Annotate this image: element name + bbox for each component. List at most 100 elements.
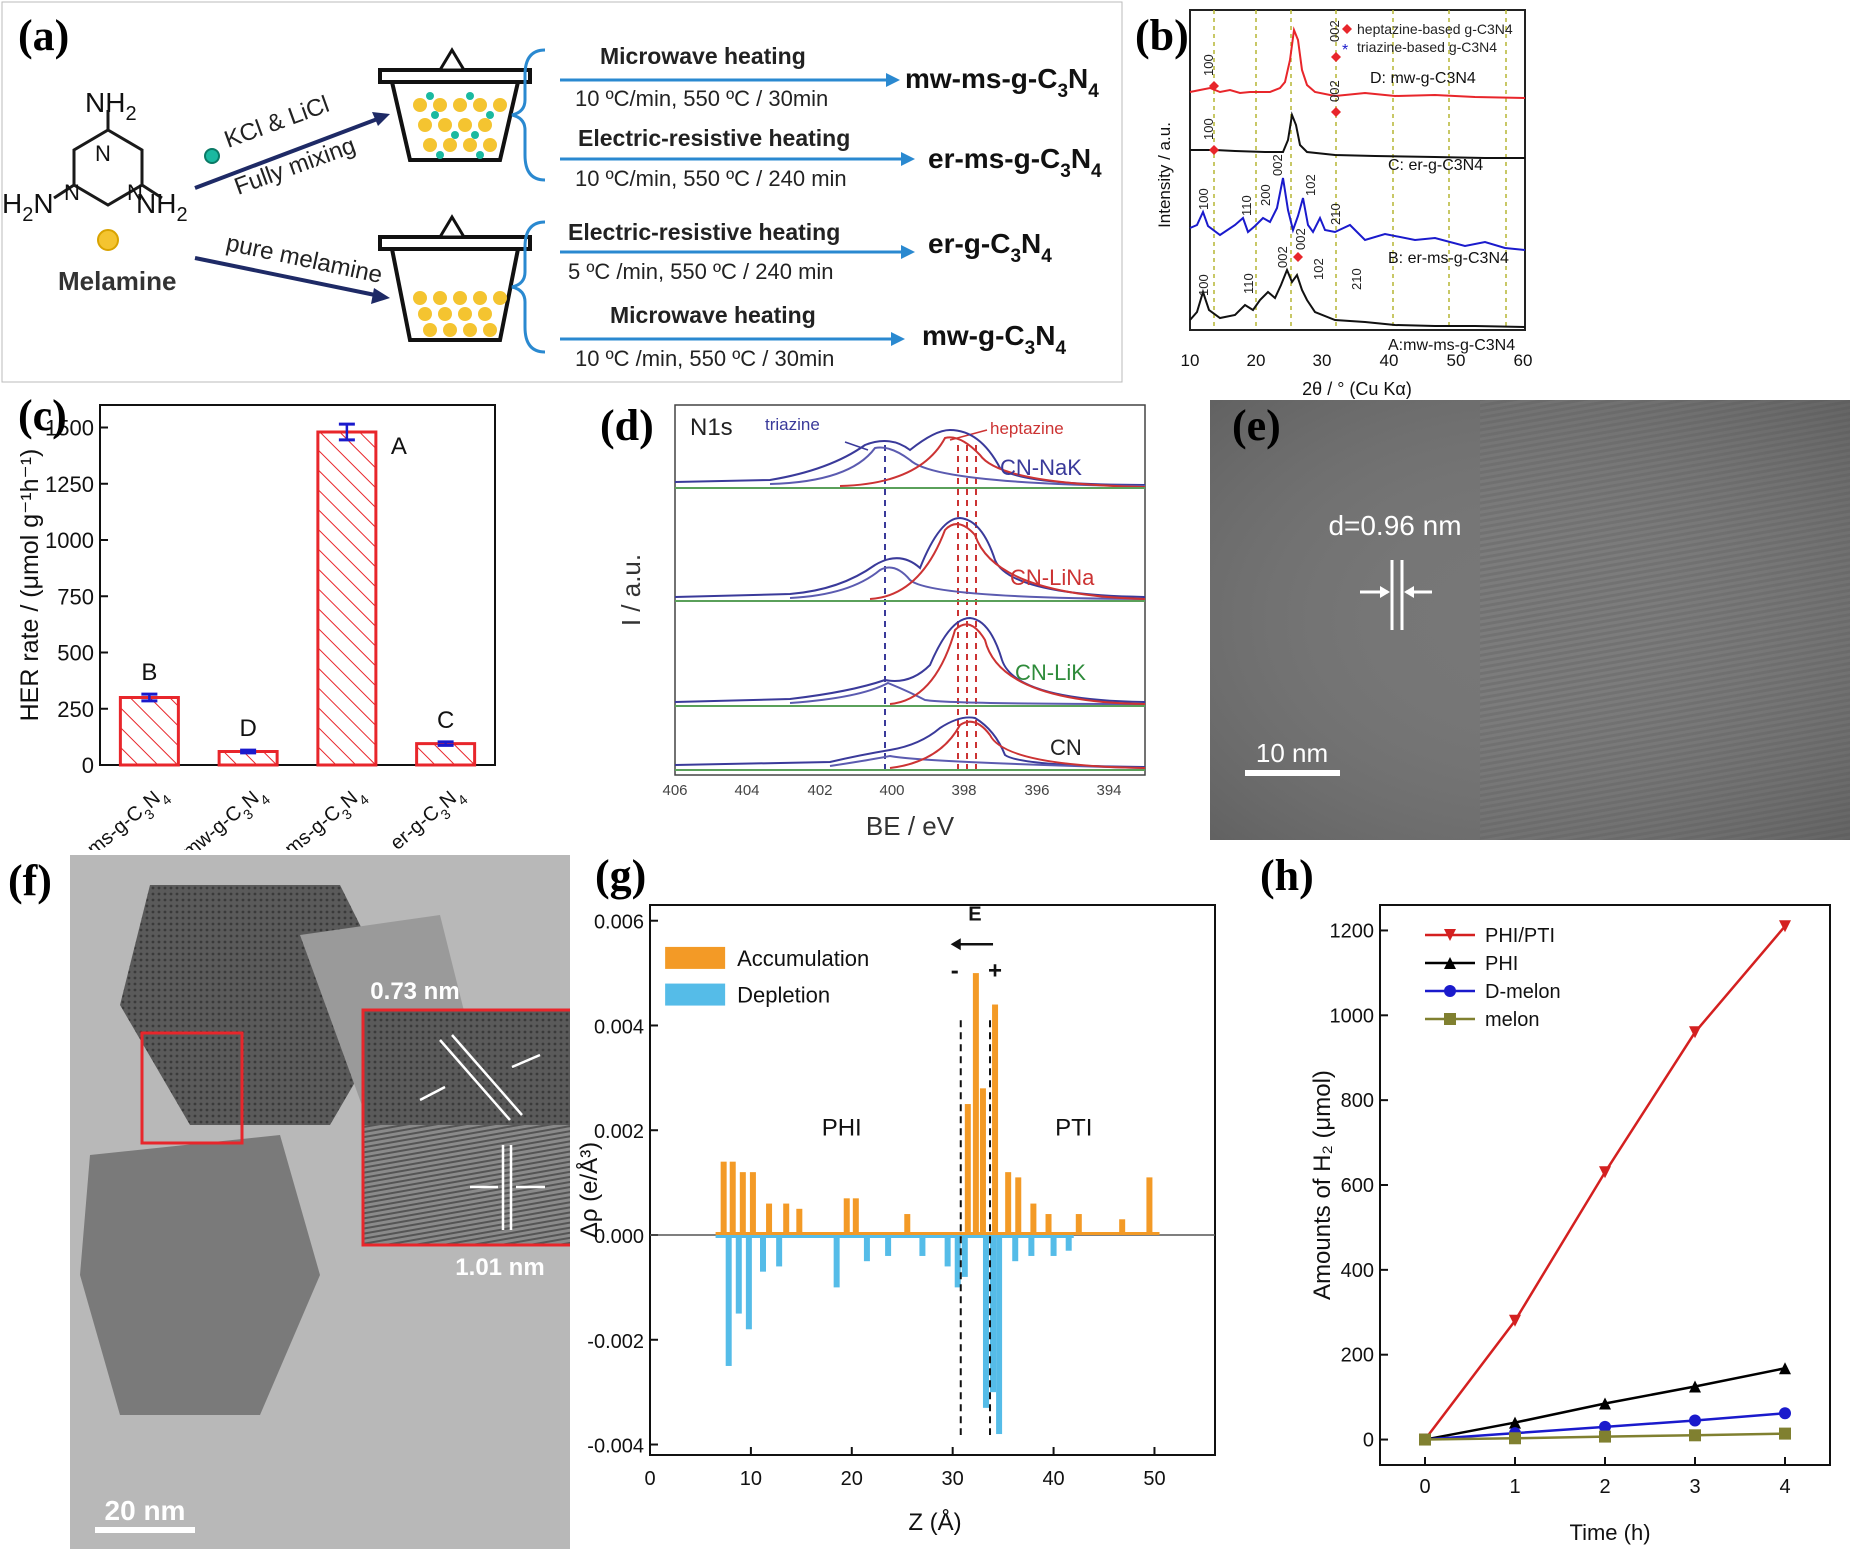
scale-label-e: 10 nm [1256, 738, 1328, 768]
legend-marker [1444, 957, 1456, 969]
annotation-plus: + [988, 957, 1002, 984]
panel-f: 0.73 nm 1.01 nm 20 nm (f) [0, 855, 570, 1549]
accumulation-peak [796, 1208, 803, 1235]
accumulation-peak [783, 1203, 790, 1235]
scale-bar-f [95, 1527, 195, 1533]
y-tick-label: 800 [1341, 1090, 1374, 1112]
legend-accumulation: Accumulation [737, 946, 869, 971]
x-tick-label: 10 [740, 1468, 762, 1490]
trace-a [1189, 267, 1526, 328]
data-point [1689, 1380, 1701, 1393]
accumulation-peak [992, 1004, 999, 1235]
bar-letter-label: D [239, 715, 256, 742]
y-tick-label: 750 [57, 584, 94, 609]
x-tick-label: 2 [1599, 1476, 1610, 1498]
peak-a-002-t: 002 [1275, 246, 1290, 268]
peak-d-100: 100 [1201, 54, 1216, 76]
peak-b-200: 200 [1258, 184, 1273, 206]
xps-plot: N1s triazine heptazine [590, 400, 1190, 850]
data-point [1599, 1430, 1611, 1443]
xps-label-lina: CN-LiNa [1010, 565, 1095, 590]
xps-ylabel: I / a.u. [616, 554, 646, 626]
panel-a: NH2 NH2 H2N N N N Melamine KCl & LiCl Fu… [0, 0, 1130, 385]
trace-label-d: D: mw-g-C3N4 [1370, 70, 1476, 87]
depletion-peak [776, 1235, 783, 1267]
xps-trace-lik [674, 616, 1146, 707]
tem-image-e: d=0.96 nm 10 nm [1210, 400, 1850, 840]
x-tick-label: 20 [841, 1468, 863, 1490]
bar-letter-label: C [437, 707, 454, 734]
charge-density-plot: Δρ (e/Å³) Z (Å) -0.004-0.0020.0000.0020.… [575, 904, 1216, 1536]
trace-b [1189, 177, 1526, 251]
xps-tick-394: 394 [1096, 782, 1121, 799]
x-tick-label: 3 [1689, 1476, 1700, 1498]
h2-evolution-plot: Amounts of H₂ (μmol) Time (h) 0 200 400 600… [1309, 904, 1831, 1545]
data-point [1599, 1420, 1611, 1433]
accumulation-peak [1146, 1177, 1153, 1235]
series-line-phi/pti [1424, 925, 1786, 1441]
peak-d-002: 002 [1327, 20, 1342, 42]
y-tick-label: 200 [1341, 1345, 1374, 1367]
svg-text:N: N [127, 180, 143, 205]
bar [118, 696, 180, 767]
data-point [1689, 1414, 1701, 1427]
svg-text:*: * [1342, 42, 1348, 59]
crucible-top [378, 47, 532, 162]
svg-text:N: N [64, 180, 80, 205]
xrd-tick-40: 40 [1380, 351, 1399, 370]
data-point [1689, 1026, 1701, 1039]
depletion-peak [885, 1235, 892, 1256]
spacing-top-label: 0.73 nm [370, 978, 459, 1005]
x-tick-label: 50 [1143, 1468, 1165, 1490]
depletion-peak [833, 1235, 840, 1288]
depletion-peak [745, 1235, 752, 1330]
crucible-bottom [378, 214, 532, 342]
peak-b-102: 102 [1303, 174, 1318, 196]
label-g: (g) [595, 851, 647, 900]
route1-condition: 10 ºC/min, 550 ºC / 30min [575, 86, 828, 111]
category-label: er-ms-g-C3N4 [64, 782, 174, 850]
data-point [1779, 1427, 1791, 1440]
peak-a-110: 110 [1241, 273, 1256, 294]
x-tick-label: 40 [1042, 1468, 1064, 1490]
panel-c: HER rate / (μmol g⁻¹h⁻¹) 0 250 500 750 1000 1… [0, 390, 580, 850]
xrd-plot: 100 002 100 002 100 110 200 002 102 210 … [1155, 9, 1532, 399]
label-d: (d) [600, 401, 654, 450]
annotation-phi: PHI [822, 1114, 862, 1141]
xrd-ylabel: Intensity / a.u. [1155, 122, 1174, 228]
peak-b-100: 100 [1196, 188, 1211, 210]
trace-label-b: B: er-ms-g-C3N4 [1388, 250, 1509, 267]
y-tick-label: 1500 [45, 416, 94, 441]
d-spacing-label: d=0.96 nm [1328, 510, 1461, 541]
data-point [1509, 1432, 1521, 1445]
xrd-tick-20: 20 [1247, 351, 1266, 370]
xps-tick-400: 400 [879, 782, 904, 799]
annotation-minus: - [951, 957, 959, 984]
legend-marker [1444, 929, 1456, 941]
legend-depletion: Depletion [737, 983, 830, 1008]
depletion-peak [1012, 1235, 1019, 1262]
legend-triazine: triazine-based g-C3N4 [1357, 39, 1497, 55]
y-tick-label: 0.006 [594, 912, 644, 934]
bar-letter-label: B [141, 659, 157, 686]
route3-method: Electric-resistive heating [568, 219, 840, 245]
peak-a-100: 100 [1196, 274, 1211, 296]
accumulation-peak [1119, 1219, 1126, 1235]
y-tick-label: 1000 [1330, 1005, 1375, 1027]
depletion-peak [982, 1235, 989, 1408]
trace-d [1189, 26, 1526, 99]
panel-b: 100 002 100 002 100 110 200 002 102 210 … [1135, 0, 1850, 410]
data-point [1599, 1397, 1611, 1410]
legend-swatch-accumulation [665, 946, 726, 969]
y-tick-label: 1250 [45, 472, 94, 497]
annot-heptazine: heptazine [990, 419, 1064, 438]
accumulation-peak [1075, 1214, 1082, 1235]
depletion-peak [990, 1235, 997, 1393]
x-tick-label: 0 [644, 1468, 655, 1490]
data-point [1779, 1362, 1791, 1375]
route4-method: Microwave heating [610, 302, 816, 328]
depletion-peak [1065, 1235, 1072, 1251]
legend-marker [1444, 1013, 1456, 1025]
depletion-peak [944, 1235, 951, 1267]
melamine-structure [53, 110, 163, 207]
